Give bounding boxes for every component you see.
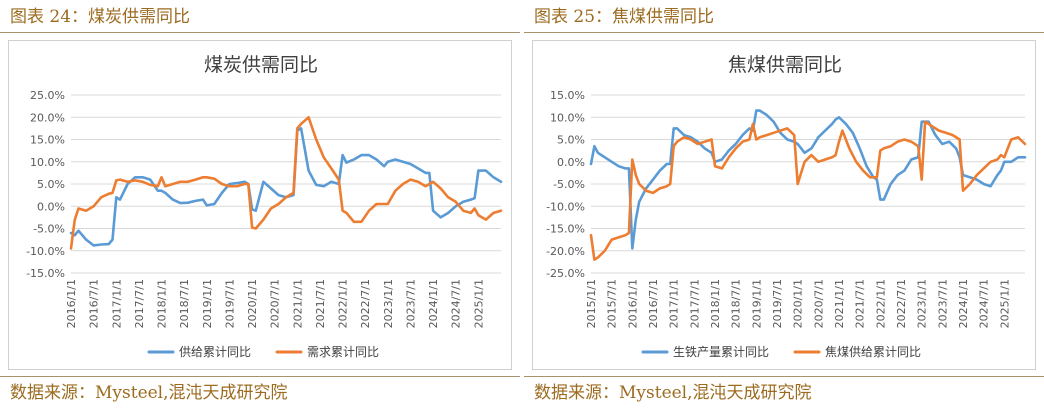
series-line-2 — [69, 116, 503, 250]
legend-label: 焦煤供给累计同比 — [825, 345, 921, 359]
x-tick-label: 2022/7/1 — [895, 279, 908, 328]
y-tick-label: -15.0% — [26, 267, 65, 280]
coking-coal-supply-demand-chart: 焦煤供需同比 15.0% 10.0% 5.0% 0.0% -5.0% -10.0% -15.0… — [532, 40, 1036, 370]
y-tick-label: 15.0% — [30, 134, 65, 147]
x-tick-label: 2021/1/1 — [291, 279, 304, 328]
coal-supply-demand-chart: 煤炭供需同比 25.0% 20.0% 15.0% 10.0% 5.0% 0.0% -5.0% -… — [8, 40, 512, 370]
top-divider — [524, 32, 1044, 33]
y-tick-label: -5.0% — [553, 178, 585, 191]
y-tick-label: 5.0% — [37, 178, 65, 191]
x-tick-label: 2025/1/1 — [998, 279, 1011, 328]
figure-title: 图表 24：煤炭供需同比 — [10, 7, 191, 27]
y-tick-label: 20.0% — [30, 111, 65, 124]
x-tick-label: 2018/1/1 — [709, 279, 722, 328]
x-tick-label: 2022/7/1 — [359, 279, 372, 328]
x-tick-label: 2016/1/1 — [65, 279, 78, 328]
x-tick-label: 2017/7/1 — [133, 279, 146, 328]
right-figure-panel: 图表 25：焦煤供需同比 焦煤供需同比 15.0% 10.0% 5.0% 0.0% -5.… — [524, 0, 1044, 410]
legend-label: 供给累计同比 — [179, 345, 251, 359]
data-source: 数据来源：Mysteel,混沌天成研究院 — [534, 383, 812, 403]
y-tick-label: 0.0% — [37, 200, 65, 213]
series-line-1 — [69, 127, 503, 247]
x-tick-label: 2022/1/1 — [874, 279, 887, 328]
left-figure-panel: 图表 24：煤炭供需同比 煤炭供需同比 25.0% 20.0% 15.0% 10.0% 5… — [0, 0, 520, 410]
y-tick-label: -10.0% — [546, 200, 585, 213]
x-tick-label: 2017/7/1 — [688, 279, 701, 328]
x-tick-label: 2020/7/1 — [269, 279, 282, 328]
x-tick-label: 2016/7/1 — [647, 279, 660, 328]
x-tick-label: 2021/1/1 — [833, 279, 846, 328]
top-divider — [0, 32, 520, 33]
x-tick-label: 2021/7/1 — [314, 279, 327, 328]
x-tick-label: 2025/1/1 — [472, 279, 485, 328]
data-source: 数据来源：Mysteel,混沌天成研究院 — [10, 383, 288, 403]
y-tick-label: 15.0% — [550, 89, 585, 102]
y-tick-label: -5.0% — [33, 223, 65, 236]
x-tick-label: 2023/7/1 — [936, 279, 949, 328]
x-tick-label: 2024/7/1 — [450, 279, 463, 328]
y-tick-label: -20.0% — [546, 245, 585, 258]
series-line-1 — [589, 109, 1027, 250]
y-tick-label: 0.0% — [557, 156, 585, 169]
x-tick-label: 2023/7/1 — [404, 279, 417, 328]
y-tick-label: 25.0% — [30, 89, 65, 102]
x-tick-label: 2020/7/1 — [812, 279, 825, 328]
legend-label: 需求累计同比 — [307, 345, 379, 359]
y-tick-label: -15.0% — [546, 223, 585, 236]
chart-title: 煤炭供需同比 — [204, 54, 318, 76]
x-tick-label: 2018/7/1 — [730, 279, 743, 328]
bottom-divider — [524, 376, 1044, 377]
x-tick-label: 2018/7/1 — [178, 279, 191, 328]
x-tick-label: 2024/1/1 — [957, 279, 970, 328]
chart-title: 焦煤供需同比 — [728, 54, 842, 76]
coking-coal-chart-svg: 焦煤供需同比 15.0% 10.0% 5.0% 0.0% -5.0% -10.0% -15.0… — [546, 54, 1027, 359]
x-tick-label: 2021/7/1 — [854, 279, 867, 328]
x-tick-label: 2020/1/1 — [246, 279, 259, 328]
legend-label: 生铁产量累计同比 — [673, 345, 769, 359]
y-tick-label: -25.0% — [546, 267, 585, 280]
figure-title: 图表 25：焦煤供需同比 — [534, 7, 715, 27]
x-tick-label: 2017/1/1 — [110, 279, 123, 328]
x-tick-label: 2022/1/1 — [337, 279, 350, 328]
x-tick-label: 2017/1/1 — [668, 279, 681, 328]
x-tick-label: 2019/1/1 — [750, 279, 763, 328]
x-tick-label: 2020/1/1 — [792, 279, 805, 328]
x-tick-label: 2018/1/1 — [156, 279, 169, 328]
y-tick-label: -10.0% — [26, 245, 65, 258]
y-tick-label: 5.0% — [557, 134, 585, 147]
x-tick-label: 2023/1/1 — [916, 279, 929, 328]
series-line-2 — [589, 120, 1027, 261]
x-tick-label: 2019/1/1 — [201, 279, 214, 328]
x-tick-label: 2016/7/1 — [88, 279, 101, 328]
x-tick-label: 2019/7/1 — [771, 279, 784, 328]
x-tick-label: 2024/7/1 — [978, 279, 991, 328]
x-tick-label: 2015/7/1 — [606, 279, 619, 328]
coal-chart-svg: 煤炭供需同比 25.0% 20.0% 15.0% 10.0% 5.0% 0.0% -5.0% -… — [26, 54, 503, 359]
x-tick-label: 2019/7/1 — [223, 279, 236, 328]
bottom-divider — [0, 376, 520, 377]
x-tick-label: 2015/1/1 — [585, 279, 598, 328]
y-tick-label: 10.0% — [30, 156, 65, 169]
x-tick-label: 2024/1/1 — [427, 279, 440, 328]
x-tick-label: 2023/1/1 — [382, 279, 395, 328]
y-tick-label: 10.0% — [550, 111, 585, 124]
x-tick-label: 2016/1/1 — [626, 279, 639, 328]
